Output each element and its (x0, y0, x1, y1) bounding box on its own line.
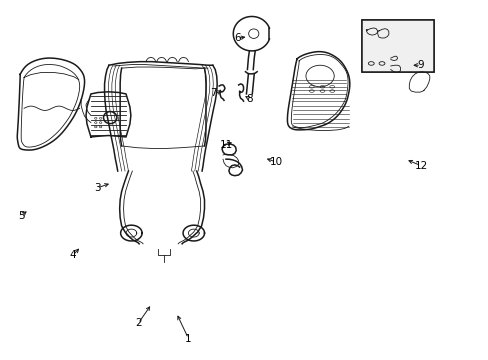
Text: 8: 8 (245, 94, 252, 104)
Text: 1: 1 (185, 333, 191, 343)
Text: 4: 4 (69, 250, 76, 260)
Text: 7: 7 (209, 88, 216, 98)
Bar (361, 21, 433, 72)
Text: 6: 6 (233, 33, 240, 43)
Text: 9: 9 (417, 60, 424, 70)
Bar (361, 21, 433, 72)
Text: 5: 5 (18, 211, 24, 221)
Text: 10: 10 (269, 157, 282, 167)
Text: 12: 12 (413, 161, 427, 171)
Text: 3: 3 (94, 183, 101, 193)
Bar (361, 21, 433, 72)
Text: 2: 2 (135, 319, 141, 328)
Text: 11: 11 (219, 140, 232, 150)
